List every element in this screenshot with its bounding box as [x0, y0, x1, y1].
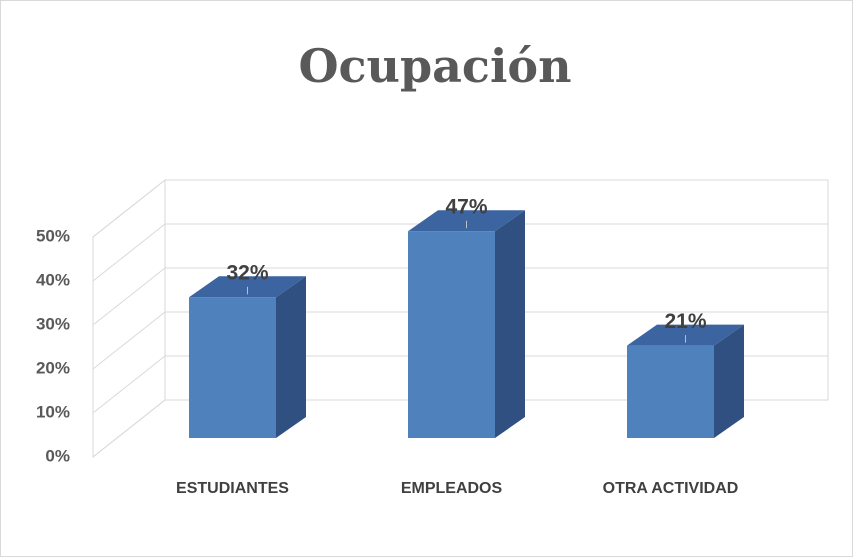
chart-title: Ocupación	[298, 39, 571, 93]
x-tick-label: EMPLEADOS	[401, 480, 503, 497]
x-tick-label: ESTUDIANTES	[176, 480, 289, 497]
y-tick-label: 50%	[36, 226, 70, 245]
bar	[627, 345, 714, 438]
y-tick-label: 30%	[36, 314, 70, 333]
side-grid-line	[92, 311, 166, 370]
bar-side	[276, 276, 306, 438]
side-grid-line	[92, 267, 166, 326]
bar	[408, 231, 495, 438]
side-grid-line	[92, 399, 166, 458]
side-grid-line	[92, 223, 166, 282]
y-tick-label: 20%	[36, 358, 70, 377]
bar-side	[495, 210, 525, 438]
data-label: 47%	[445, 196, 487, 219]
y-tick-label: 40%	[36, 270, 70, 289]
side-grid-line	[92, 179, 166, 238]
data-label: 32%	[226, 262, 268, 285]
side-grid-line	[92, 355, 166, 414]
y-tick-label: 10%	[36, 402, 70, 421]
bar-side	[714, 324, 744, 438]
x-tick-label: OTRA ACTIVIDAD	[603, 480, 739, 497]
bar	[189, 297, 276, 438]
data-label: 21%	[664, 310, 706, 333]
y-tick-label: 0%	[45, 446, 70, 465]
